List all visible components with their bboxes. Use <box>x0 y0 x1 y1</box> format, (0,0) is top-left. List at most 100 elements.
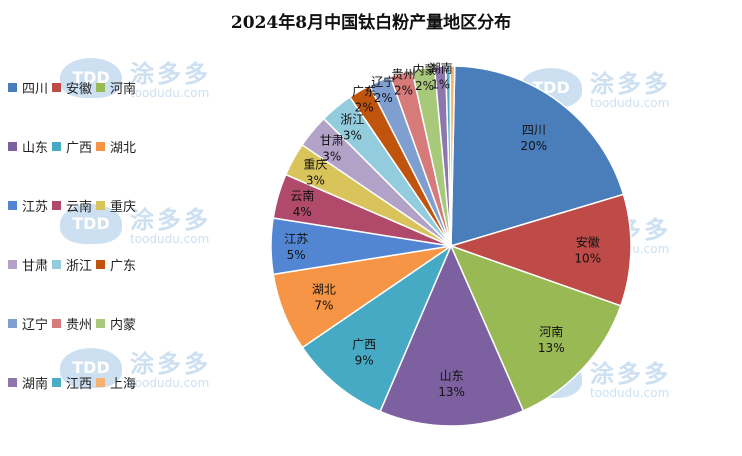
slice-value-label: 2% <box>355 101 374 115</box>
legend-entry: 云南 <box>52 196 92 215</box>
legend-label: 山东 <box>22 140 49 156</box>
legend-swatch <box>96 318 106 328</box>
legend-entry: 内蒙 <box>96 314 136 333</box>
slice-value-label: 10% <box>574 251 601 265</box>
slice-label: 贵州 <box>392 68 416 82</box>
watermark-url: toodudu.com <box>130 232 210 246</box>
legend-label: 河南 <box>110 81 137 97</box>
legend-swatch <box>8 200 17 210</box>
legend-entry: 安徽 <box>52 78 92 97</box>
slice-value-label: 3% <box>322 149 341 163</box>
slice-label: 山东 <box>440 369 464 383</box>
legend-label: 浙江 <box>66 258 93 274</box>
slice-value-label: 20% <box>521 139 548 153</box>
pie-slice-4 <box>379 244 525 427</box>
slice-value-label: 3% <box>343 129 362 143</box>
legend-swatch <box>96 82 106 92</box>
watermark-2: TDD 涂多多 toodudu.com <box>60 196 240 252</box>
slice-label: 河南 <box>539 324 563 339</box>
legend-entry: 江苏 <box>8 196 48 215</box>
legend-label: 广西 <box>66 140 93 156</box>
legend-swatch <box>96 141 106 151</box>
slice-value-label: 5% <box>287 248 306 262</box>
legend-label: 江西 <box>66 376 93 392</box>
legend-label: 湖北 <box>110 140 137 156</box>
watermark-url: toodudu.com <box>590 96 670 110</box>
watermark-logo: TDD <box>60 348 122 388</box>
legend-label: 内蒙 <box>110 317 137 333</box>
pie-slices <box>270 65 632 427</box>
legend-swatch <box>96 200 106 210</box>
slice-value-label: 4% <box>293 205 312 219</box>
slice-label: 四川 <box>522 123 546 137</box>
legend-label: 重庆 <box>110 199 137 215</box>
slice-label: 广东 <box>352 85 376 99</box>
watermark-brand: 涂多多 <box>590 70 671 98</box>
legend-row: 四川 安徽 河南 <box>8 78 140 97</box>
legend-row: 江苏 云南 重庆 <box>8 196 140 215</box>
legend-entry: 甘肃 <box>8 255 48 274</box>
legend-entry: 湖南 <box>8 373 48 392</box>
legend-row: 辽宁 贵州 内蒙 <box>8 314 140 333</box>
slice-label: 重庆 <box>303 157 327 171</box>
legend-label: 贵州 <box>66 317 93 333</box>
legend-label: 云南 <box>66 199 93 215</box>
watermark-1: TDD 涂多多 toodudu.com <box>60 50 240 106</box>
slice-label: 辽宁 <box>371 74 395 89</box>
legend-label: 江苏 <box>22 199 49 215</box>
legend-label: 辽宁 <box>22 317 49 333</box>
legend-label: 湖南 <box>22 376 49 392</box>
slice-value-label: 1% <box>431 77 450 91</box>
legend-entry: 广东 <box>96 255 136 274</box>
watermark-logo: TDD <box>60 204 122 244</box>
legend-entry: 广西 <box>52 137 92 156</box>
legend-swatch <box>8 82 17 92</box>
slice-value-label: 3% <box>306 173 325 187</box>
slice-value-label: 7% <box>314 299 333 313</box>
legend-label: 安徽 <box>66 81 93 97</box>
pie-slice-1 <box>450 65 625 248</box>
watermark-url: toodudu.com <box>590 386 670 400</box>
legend-entry: 江西 <box>52 373 92 392</box>
legend-label: 四川 <box>22 81 49 97</box>
legend-entry: 辽宁 <box>8 314 48 333</box>
slice-label: 内蒙 <box>413 63 437 77</box>
legend-swatch <box>8 141 17 151</box>
slice-label: 湖北 <box>312 282 336 297</box>
slice-label: 云南 <box>290 188 314 203</box>
pie-slice-5 <box>301 243 453 413</box>
legend-swatch <box>52 377 62 387</box>
slice-label: 浙江 <box>340 113 364 127</box>
pie-labels: 四川20%安徽10%河南13%山东13%广西9%湖北7%江苏5%云南4%重庆3%… <box>284 60 601 398</box>
watermark-url: toodudu.com <box>130 376 210 390</box>
chart-legend: 四川 安徽 河南山东 广西 湖北江苏 云南 重庆甘肃 浙江 广东辽宁 贵州 内蒙湖南 江西 上海 <box>8 78 208 438</box>
legend-swatch <box>52 82 62 92</box>
legend-entry: 浙江 <box>52 255 92 274</box>
legend-swatch <box>8 318 17 328</box>
legend-swatch <box>8 377 17 387</box>
watermark-3: TDD 涂多多 toodudu.com <box>60 340 240 396</box>
legend-swatch <box>8 259 17 269</box>
slice-label: 甘肃 <box>320 133 344 147</box>
watermark-logo: TDD <box>60 58 122 98</box>
legend-entry: 重庆 <box>96 196 136 215</box>
legend-swatch <box>52 141 62 151</box>
legend-entry: 贵州 <box>52 314 92 333</box>
slice-value-label: 9% <box>355 354 374 368</box>
watermark-brand: 涂多多 <box>130 206 211 234</box>
legend-swatch <box>52 259 62 269</box>
watermark-brand: 涂多多 <box>590 360 671 388</box>
slice-label: 安徽 <box>576 234 600 249</box>
legend-row: 山东 广西 湖北 <box>8 137 140 156</box>
legend-label: 广东 <box>110 258 137 274</box>
slice-label: 湖南 <box>429 60 453 75</box>
slice-value-label: 13% <box>538 341 565 355</box>
legend-row: 甘肃 浙江 广东 <box>8 255 140 274</box>
legend-entry: 河南 <box>96 78 136 97</box>
legend-entry: 上海 <box>96 373 136 392</box>
legend-swatch <box>52 318 62 328</box>
chart-title: 2024年8月中国钛白粉产量地区分布 <box>230 13 512 33</box>
slice-value-label: 2% <box>415 79 434 93</box>
slice-value-label: 2% <box>394 84 413 98</box>
